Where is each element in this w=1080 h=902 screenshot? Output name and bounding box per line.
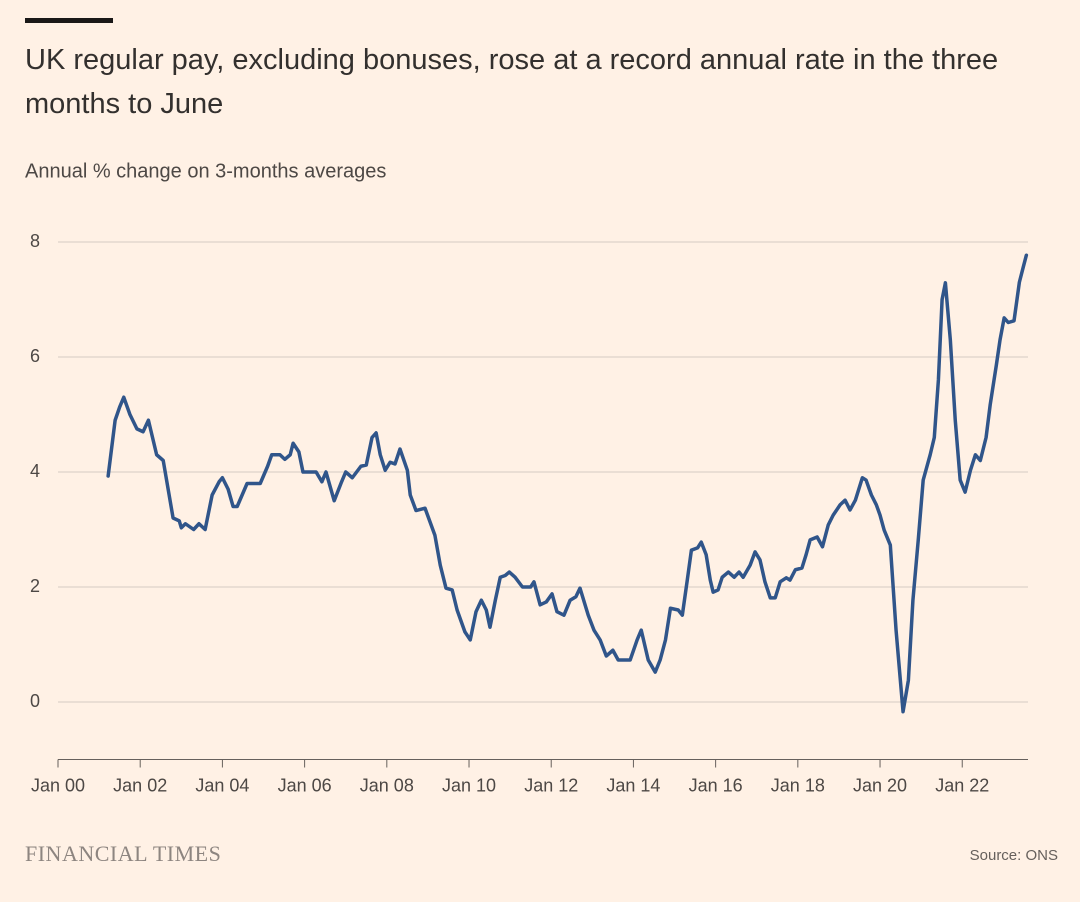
- x-tick-label: Jan 22: [935, 775, 989, 795]
- publisher: FINANCIAL TIMES: [25, 841, 221, 866]
- header-bar: [25, 18, 113, 23]
- y-tick-label: 6: [30, 346, 40, 366]
- x-tick-label: Jan 20: [853, 775, 907, 795]
- x-tick-label: Jan 14: [606, 775, 660, 795]
- x-tick-label: Jan 18: [771, 775, 825, 795]
- y-tick-label: 2: [30, 576, 40, 596]
- x-tick-label: Jan 02: [113, 775, 167, 795]
- y-tick-label: 8: [30, 231, 40, 251]
- x-tick-label: Jan 06: [278, 775, 332, 795]
- data-line: [106, 253, 1029, 714]
- x-tick-label: Jan 08: [360, 775, 414, 795]
- title-box: UK regular pay, excluding bonuses, rose …: [25, 44, 999, 120]
- x-tick-label: Jan 12: [524, 775, 578, 795]
- y-tick-label: 4: [30, 461, 40, 481]
- x-tick-label: Jan 10: [442, 775, 496, 795]
- x-tick-label: Jan 00: [31, 775, 85, 795]
- chart-title: UK regular pay, excluding bonuses, rose …: [25, 44, 999, 120]
- source: Source: ONS: [970, 847, 1058, 864]
- chart-subtitle: Annual % change on 3-months averages: [25, 160, 386, 182]
- x-tick-label: Jan 04: [195, 775, 249, 795]
- y-tick-label: 0: [30, 691, 40, 711]
- x-tick-label: Jan 16: [689, 775, 743, 795]
